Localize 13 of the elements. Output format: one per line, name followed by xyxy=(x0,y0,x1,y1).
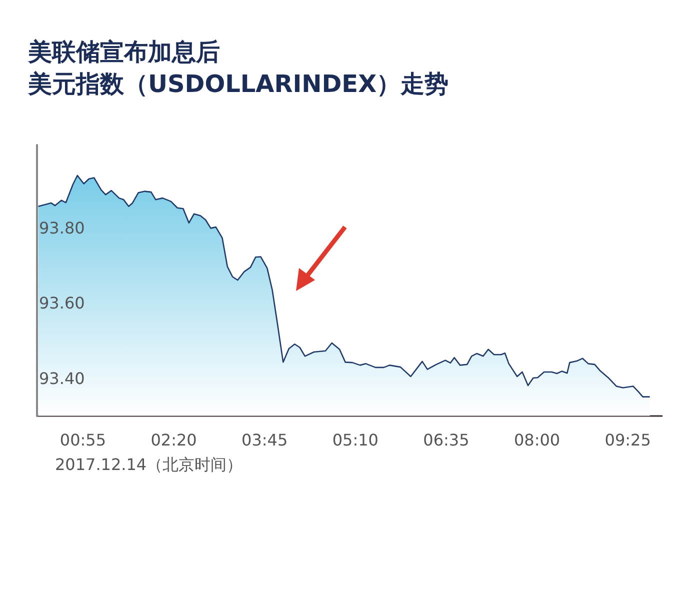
x-tick-label: 06:35 xyxy=(423,430,470,450)
x-tick-label: 00:55 xyxy=(60,430,106,450)
x-tick-label: 02:20 xyxy=(150,430,197,450)
y-tick-label: 93.60 xyxy=(39,294,85,313)
chart-title: 美联储宣布加息后 xyxy=(28,37,221,68)
x-tick-label: 05:10 xyxy=(332,430,378,450)
y-tick-label: 93.80 xyxy=(39,218,85,238)
x-axis-title: 2017.12.14（北京时间） xyxy=(55,455,243,476)
x-tick-label: 03:45 xyxy=(242,430,288,450)
x-tick-label: 08:00 xyxy=(514,430,560,450)
y-tick-label: 93.40 xyxy=(39,368,85,388)
x-tick-label: 09:25 xyxy=(604,430,651,450)
chart-subtitle: 美元指数（USDOLLARINDEX）走势 xyxy=(28,69,449,100)
